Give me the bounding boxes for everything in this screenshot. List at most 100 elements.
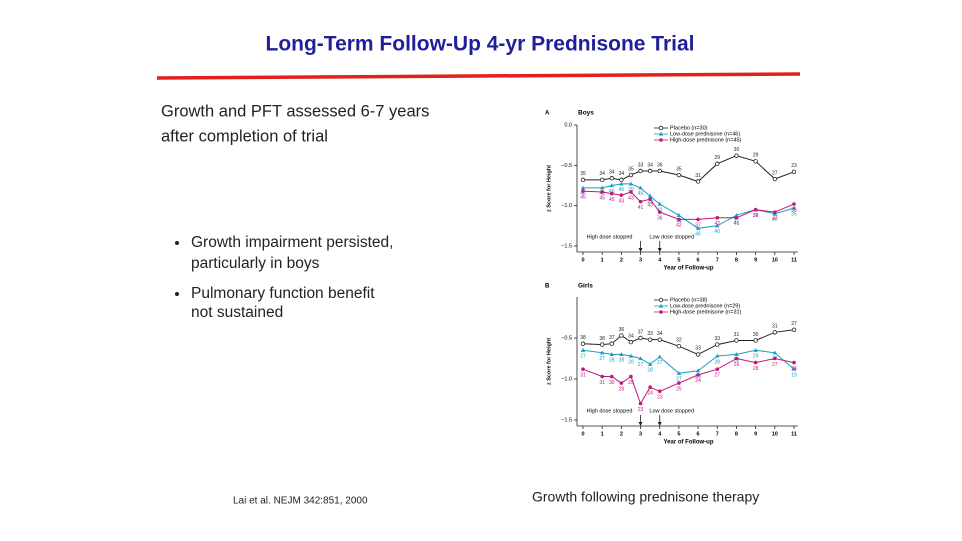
data-point	[609, 191, 614, 196]
n-label: 29	[753, 153, 759, 159]
y-tick-label: −1.0	[561, 203, 572, 209]
n-label: 36	[657, 162, 663, 168]
data-point	[647, 168, 653, 174]
y-tick-label: −1.0	[561, 376, 572, 382]
n-label: 33	[638, 162, 644, 168]
title-rule	[156, 72, 801, 80]
x-tick-label: 5	[677, 431, 680, 437]
data-point	[609, 352, 614, 356]
n-label: 27	[772, 170, 778, 176]
data-point	[619, 193, 624, 197]
data-point	[734, 338, 739, 343]
data-point	[600, 374, 604, 379]
legend-label: High-dose prednisone (n=45)	[670, 137, 742, 143]
data-point	[715, 367, 720, 371]
x-tick-label: 1	[601, 431, 604, 437]
data-point	[629, 190, 633, 194]
n-label: 43	[647, 203, 653, 209]
n-label: 37	[734, 219, 740, 225]
annotation: High dose stopped	[587, 234, 633, 240]
data-point	[599, 177, 605, 183]
n-label: 27	[657, 360, 663, 366]
data-point	[734, 215, 739, 220]
data-point	[638, 168, 643, 174]
n-label: 45	[599, 195, 605, 201]
n-label: 39	[753, 213, 759, 219]
data-point	[629, 374, 633, 379]
data-point	[695, 368, 701, 373]
x-tick-label: 0	[581, 257, 584, 263]
n-label: 42	[714, 221, 720, 227]
data-point	[657, 389, 662, 394]
data-point	[734, 356, 739, 361]
data-point	[580, 348, 586, 352]
n-label: 44	[676, 219, 682, 225]
n-label: 29	[753, 354, 759, 360]
data-point	[657, 168, 662, 174]
data-point	[677, 381, 681, 385]
data-point	[696, 217, 700, 222]
data-point	[715, 161, 720, 166]
legend-marker	[659, 138, 663, 142]
data-point	[734, 352, 739, 356]
n-label: 35	[676, 166, 682, 172]
legend-marker	[659, 310, 663, 314]
bullet-text: Pulmonary function benefit	[191, 285, 375, 302]
data-point	[753, 159, 758, 164]
data-point	[695, 179, 701, 184]
data-point	[695, 225, 701, 230]
n-label: 28	[714, 359, 720, 365]
n-label: 34	[647, 162, 653, 168]
y-axis-label: z Score for Height	[546, 165, 552, 212]
n-label: 33	[695, 346, 701, 352]
series-line	[583, 183, 795, 229]
data-point	[619, 333, 624, 338]
data-point	[619, 177, 624, 183]
n-label: 25	[628, 380, 634, 386]
n-label: 19	[791, 372, 797, 378]
x-tick-label: 6	[697, 257, 700, 263]
citation: Lai et al. NEJM 342:851, 2000	[233, 496, 368, 507]
data-point	[581, 367, 585, 371]
n-label: 38	[599, 336, 605, 342]
data-point	[792, 202, 796, 206]
n-label: 28	[628, 359, 634, 365]
figure-caption: Growth following prednisone therapy	[532, 489, 759, 505]
n-label: 28	[619, 386, 625, 392]
data-point	[581, 189, 585, 193]
data-point	[638, 356, 643, 361]
data-point	[753, 207, 758, 212]
data-point	[619, 352, 624, 356]
n-label: 45	[609, 197, 615, 203]
x-tick-label: 11	[791, 431, 797, 437]
bullet-text: Growth impairment persisted,	[191, 234, 393, 251]
data-point	[772, 350, 778, 355]
annotation-arrowhead	[657, 248, 662, 252]
x-tick-label: 8	[735, 431, 738, 437]
data-point	[657, 337, 662, 342]
data-point	[676, 344, 682, 349]
x-tick-label: 10	[772, 431, 778, 437]
slide-title: Long-Term Follow-Up 4-yr Prednisone Tria…	[266, 33, 695, 56]
series-line	[582, 190, 795, 220]
n-label: 27	[676, 377, 682, 383]
n-label: 40	[772, 217, 778, 223]
x-tick-label: 7	[716, 257, 719, 263]
n-label: 27	[638, 362, 644, 368]
n-label: 36	[791, 207, 797, 213]
data-point	[628, 172, 634, 178]
data-point	[638, 199, 643, 204]
data-point	[647, 193, 653, 198]
n-label: 25	[676, 386, 682, 392]
data-point	[715, 215, 720, 220]
x-tick-label: 11	[791, 257, 797, 263]
y-tick-label: −1.5	[561, 243, 572, 249]
series-line	[582, 349, 795, 374]
n-label: 30	[753, 332, 759, 338]
n-label: 31	[599, 380, 605, 386]
n-label: 24	[695, 378, 701, 384]
data-point	[657, 354, 662, 359]
x-tick-label: 7	[716, 431, 719, 437]
n-label: 46	[695, 232, 701, 238]
